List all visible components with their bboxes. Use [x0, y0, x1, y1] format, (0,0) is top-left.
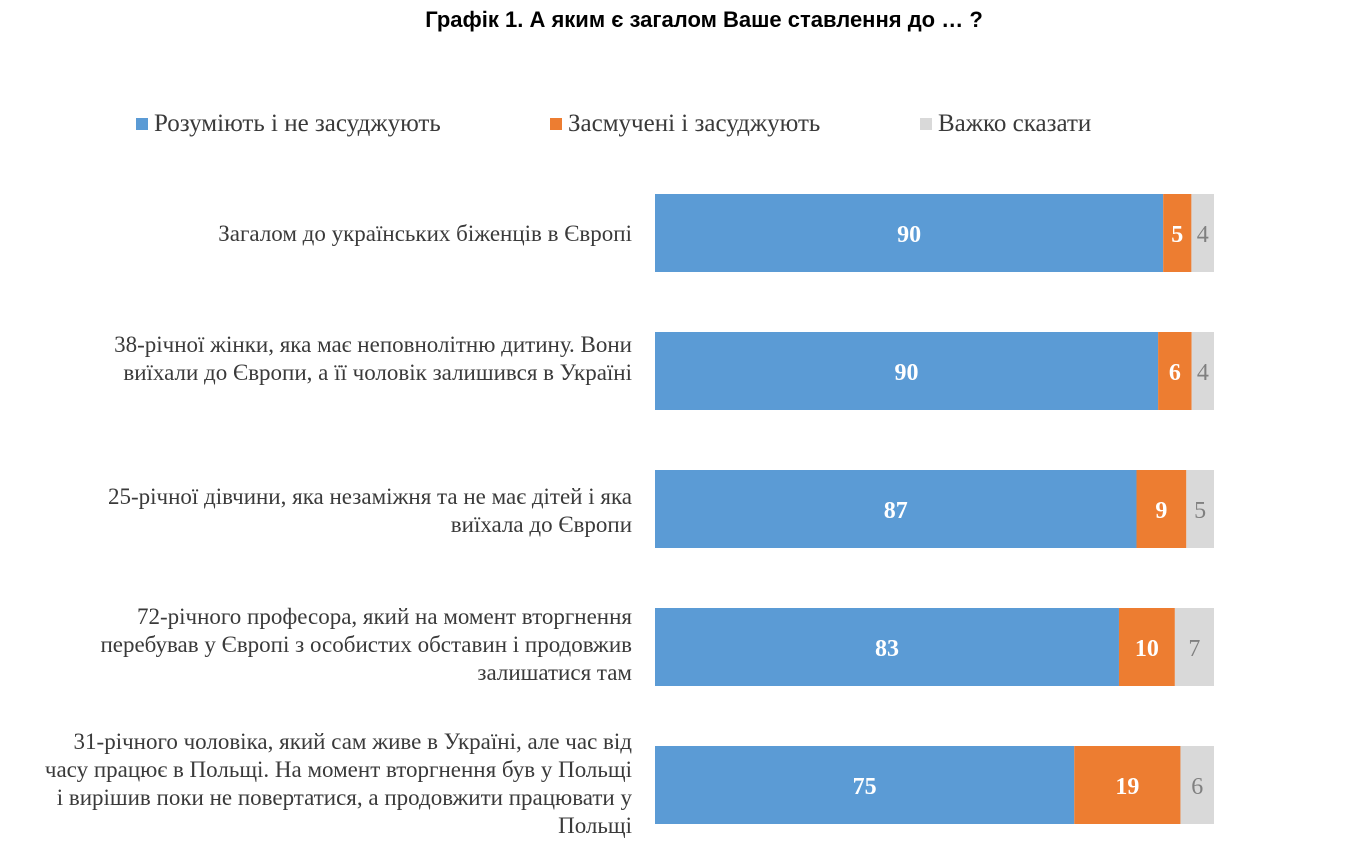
data-label-series-2-row-0: 4	[1197, 222, 1209, 248]
bar-series-0-row-4	[655, 746, 1075, 824]
bar-series-0-row-2	[655, 470, 1137, 548]
data-label-series-0-row-4: 75	[853, 774, 877, 800]
bar-series-1-row-4	[1074, 746, 1181, 824]
legend-item-series-0: Розуміють і не засуджують	[136, 106, 441, 142]
legend-swatch-series-0	[136, 118, 148, 130]
data-label-series-1-row-1: 6	[1169, 360, 1181, 386]
bar-series-1-row-2	[1136, 470, 1187, 548]
legend-label-series-2: Важко сказати	[938, 110, 1092, 137]
data-label-series-2-row-3: 7	[1188, 636, 1200, 662]
data-label-series-2-row-1: 4	[1197, 360, 1209, 386]
bar-series-0-row-0	[655, 194, 1164, 272]
legend-item-series-2: Важко сказати	[920, 106, 1091, 142]
category-label-0: Загалом до українських біженців в Європі	[218, 221, 632, 246]
bar-series-2-row-1	[1191, 332, 1214, 410]
bar-series-1-row-0	[1163, 194, 1192, 272]
data-label-series-2-row-4: 6	[1191, 774, 1203, 800]
legend-label-series-1: Засмучені і засуджують	[568, 110, 821, 137]
bar-series-2-row-0	[1191, 194, 1214, 272]
data-label-series-0-row-0: 90	[897, 222, 921, 248]
data-label-series-1-row-4: 19	[1115, 774, 1139, 800]
data-label-series-1-row-3: 10	[1135, 636, 1159, 662]
bar-series-0-row-3	[655, 608, 1119, 686]
data-label-series-0-row-2: 87	[884, 498, 908, 524]
bar-series-2-row-4	[1180, 746, 1214, 824]
category-label-3: 72-річного професора, який на момент вто…	[100, 604, 632, 685]
legend: Розуміють і не засуджують Засмучені і за…	[0, 106, 1358, 142]
bar-series-2-row-2	[1186, 470, 1214, 548]
bar-series-1-row-1	[1158, 332, 1192, 410]
legend-swatch-series-1	[550, 118, 562, 130]
category-label-1: 38-річної жінки, яка має неповнолітню ди…	[114, 332, 632, 385]
legend-swatch-series-2	[920, 118, 932, 130]
category-label-2: 25-річної дівчини, яка незаміжня та не м…	[107, 484, 632, 537]
data-label-series-2-row-2: 5	[1194, 498, 1206, 524]
legend-label-series-0: Розуміють і не засуджують	[154, 110, 441, 137]
bar-series-0-row-1	[655, 332, 1159, 410]
legend-item-series-1: Засмучені і засуджують	[550, 106, 820, 142]
data-label-series-1-row-2: 9	[1155, 498, 1167, 524]
data-label-series-0-row-3: 83	[875, 636, 899, 662]
bar-series-2-row-3	[1174, 608, 1214, 686]
chart-title: Графік 1. А яким є загалом Ваше ставленн…	[425, 7, 983, 32]
data-label-series-1-row-0: 5	[1171, 222, 1183, 248]
bar-series-1-row-3	[1118, 608, 1175, 686]
data-label-series-0-row-1: 90	[895, 360, 919, 386]
category-label-4: 31-річного чоловіка, який сам живе в Укр…	[44, 729, 632, 838]
